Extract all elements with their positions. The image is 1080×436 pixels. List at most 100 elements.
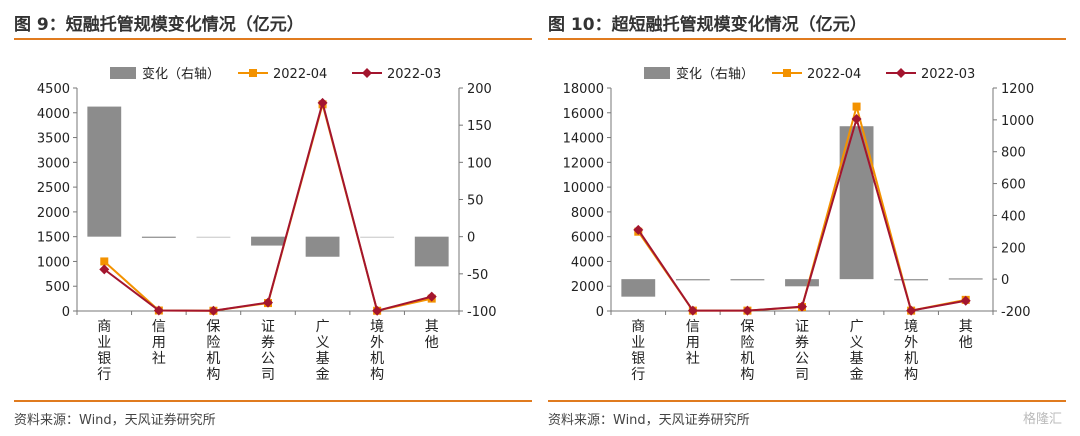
series-point-diamond bbox=[633, 224, 644, 235]
x-tick-label: 保险机构 bbox=[206, 319, 220, 383]
legend-marker-square bbox=[249, 69, 257, 77]
y-tick-label-right: -100 bbox=[467, 305, 497, 320]
series-point-diamond bbox=[263, 297, 273, 308]
y-tick-label-left: 2000 bbox=[571, 280, 604, 295]
series-point-diamond bbox=[372, 305, 383, 316]
y-tick-label-right: -50 bbox=[467, 268, 488, 283]
y-tick-label-right: 0 bbox=[467, 231, 475, 246]
y-tick-label-left: 10000 bbox=[563, 181, 604, 196]
legend: 变化（右轴） 2022-04 2022-03 bbox=[110, 66, 441, 82]
series-point-square bbox=[100, 257, 109, 266]
x-tick-label: 信用社 bbox=[152, 319, 166, 367]
bar bbox=[196, 236, 231, 238]
legend: 变化（右轴） 2022-04 2022-03 bbox=[644, 66, 975, 82]
source-divider bbox=[548, 400, 1066, 402]
bar bbox=[948, 278, 983, 280]
bar bbox=[621, 279, 656, 297]
series-point-diamond bbox=[960, 295, 971, 306]
x-tick-label: 保险机构 bbox=[740, 319, 754, 383]
source-note: 资料来源：Wind，天风证券研究所 bbox=[14, 413, 216, 428]
y-tick-label-left: 8000 bbox=[571, 206, 604, 221]
series-line bbox=[103, 100, 432, 312]
title-divider bbox=[14, 38, 532, 40]
y-tick-label-right: 1000 bbox=[1001, 114, 1034, 129]
legend-label: 2022-03 bbox=[387, 67, 441, 82]
chart-title: 图 9：短融托管规模变化情况（亿元） bbox=[14, 15, 304, 35]
bar bbox=[360, 236, 395, 238]
series-point-diamond bbox=[99, 264, 110, 275]
chart-panel-short-term: 图 9：短融托管规模变化情况（亿元） 变化（右轴） 2022-04 2022-03 0… bbox=[14, 0, 534, 436]
chart-title: 图 10：超短融托管规模变化情况（亿元） bbox=[548, 15, 867, 35]
legend-label: 2022-04 bbox=[807, 67, 861, 82]
bar bbox=[414, 236, 449, 267]
legend-marker-diamond bbox=[362, 68, 372, 78]
legend-marker-square bbox=[783, 69, 791, 77]
y-tick-label-right: 150 bbox=[467, 119, 492, 134]
y-tick-label-left: 3500 bbox=[37, 132, 70, 147]
chart-super-short-term: 变化（右轴） 2022-04 2022-0302000400060008000100… bbox=[563, 66, 1034, 383]
y-tick-label-left: 1000 bbox=[37, 255, 70, 270]
y-tick-label-right: 200 bbox=[1001, 241, 1026, 256]
source-note: 资料来源：Wind，天风证券研究所 bbox=[548, 413, 750, 428]
y-tick-label-right: 0 bbox=[1001, 273, 1009, 288]
series-point-diamond bbox=[906, 305, 917, 316]
x-tick-label: 商业银行 bbox=[631, 319, 645, 383]
y-tick-label-left: 4000 bbox=[37, 107, 70, 122]
x-tick-label: 广义基金 bbox=[850, 319, 864, 383]
legend-label: 2022-03 bbox=[921, 67, 975, 82]
watermark-logo: 格隆汇 bbox=[1022, 412, 1062, 427]
legend-swatch-bar bbox=[110, 67, 136, 79]
series-point-diamond bbox=[797, 301, 807, 312]
y-tick-label-right: 600 bbox=[1001, 178, 1026, 193]
bar bbox=[675, 279, 710, 281]
y-tick-label-left: 2500 bbox=[37, 181, 70, 196]
y-tick-label-right: 100 bbox=[467, 156, 492, 171]
y-tick-label-left: 12000 bbox=[563, 156, 604, 171]
title-divider bbox=[548, 38, 1066, 40]
x-tick-label: 证券公司 bbox=[795, 319, 809, 383]
y-tick-label-right: 400 bbox=[1001, 209, 1026, 224]
bar bbox=[305, 236, 340, 257]
y-tick-label-left: 4000 bbox=[571, 255, 604, 270]
x-tick-label: 其他 bbox=[425, 319, 439, 351]
legend-swatch-bar bbox=[644, 67, 670, 79]
series-point-diamond bbox=[687, 305, 698, 316]
y-tick-label-left: 1500 bbox=[37, 231, 70, 246]
y-tick-label-right: 800 bbox=[1001, 146, 1026, 161]
series-line bbox=[103, 99, 432, 312]
y-tick-label-right: 200 bbox=[467, 82, 492, 97]
y-tick-label-left: 4500 bbox=[37, 82, 70, 97]
y-tick-label-left: 0 bbox=[596, 305, 604, 320]
bar bbox=[251, 236, 285, 246]
bar bbox=[894, 279, 929, 281]
bar bbox=[785, 279, 819, 287]
y-tick-label-left: 6000 bbox=[571, 231, 604, 246]
legend-label: 2022-04 bbox=[273, 67, 327, 82]
x-tick-label: 信用社 bbox=[686, 319, 700, 367]
x-tick-label: 其他 bbox=[959, 319, 973, 351]
series-point-diamond bbox=[426, 291, 437, 302]
y-tick-label-left: 16000 bbox=[563, 107, 604, 122]
y-tick-label-right: -200 bbox=[1001, 305, 1031, 320]
y-tick-label-left: 0 bbox=[62, 305, 70, 320]
x-tick-label: 境外机构 bbox=[370, 319, 384, 383]
y-tick-label-right: 50 bbox=[467, 194, 484, 209]
y-tick-label-left: 14000 bbox=[563, 132, 604, 147]
series-point-diamond bbox=[742, 305, 753, 316]
source-divider bbox=[14, 400, 532, 402]
series-point-diamond bbox=[208, 305, 219, 316]
bar bbox=[87, 106, 122, 237]
x-tick-label: 证券公司 bbox=[261, 319, 275, 383]
chart-short-term: 变化（右轴） 2022-04 2022-0305001000150020002500… bbox=[37, 66, 497, 383]
x-tick-label: 广义基金 bbox=[316, 319, 330, 383]
series-point-diamond bbox=[317, 97, 328, 108]
y-tick-label-right: 1200 bbox=[1001, 82, 1034, 97]
bar bbox=[730, 279, 765, 281]
series-point-square bbox=[852, 102, 861, 111]
y-tick-label-left: 2000 bbox=[37, 206, 70, 221]
x-tick-label: 商业银行 bbox=[97, 319, 111, 383]
bar bbox=[141, 236, 176, 238]
y-tick-label-left: 3000 bbox=[37, 156, 70, 171]
series-point-diamond bbox=[851, 113, 862, 124]
series-point-diamond bbox=[153, 305, 164, 316]
